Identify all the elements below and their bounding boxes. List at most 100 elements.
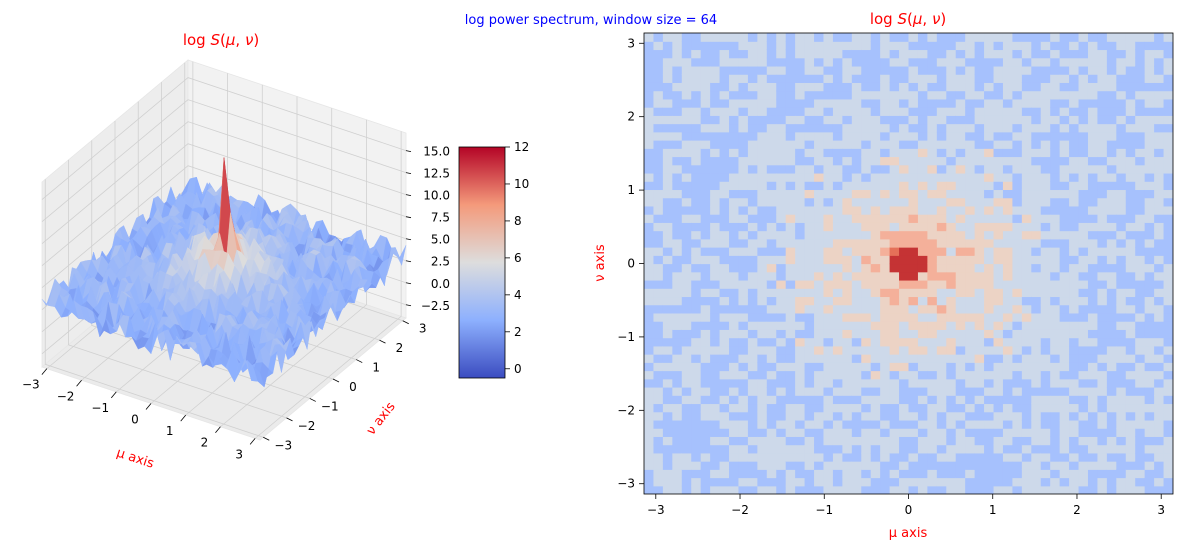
contour-cell (984, 98, 995, 108)
contour-cell (672, 378, 683, 388)
contour-cell (899, 312, 910, 322)
contour-cell (1125, 189, 1136, 199)
contour-cell (984, 263, 995, 273)
contour-cell (889, 304, 900, 314)
contour-cell (729, 172, 740, 182)
contour-cell (1050, 205, 1061, 215)
contour-cell (842, 452, 853, 462)
contour-cell (681, 41, 692, 51)
contour-cell (955, 214, 966, 223)
contour-cell (1154, 337, 1165, 347)
contour-cell (1097, 477, 1108, 487)
contour-cell (927, 411, 938, 421)
contour-cell (766, 321, 777, 330)
contour-cell (672, 230, 683, 240)
contour-cell (823, 115, 834, 125)
contour-cell (936, 386, 947, 396)
contour-cell (1050, 247, 1061, 256)
contour-cell (1050, 279, 1061, 289)
contour-cell (927, 329, 938, 339)
contour-cell (861, 140, 872, 149)
contour-cell (738, 189, 749, 199)
contour-cell (870, 461, 881, 470)
contour-cell (974, 131, 985, 141)
contour-cell (1087, 362, 1099, 372)
contour-cell (1069, 378, 1080, 388)
contour-cell (1125, 123, 1136, 133)
contour-cell (729, 123, 740, 133)
contour-cell (729, 329, 740, 339)
contour-cell (738, 214, 749, 223)
contour-cell (1097, 90, 1108, 100)
contour-cell (804, 107, 815, 116)
contour-cell (700, 395, 711, 405)
contour-cell (993, 263, 1004, 273)
contour-cell (804, 263, 815, 273)
contour-cell (1059, 428, 1070, 437)
contour-cell (842, 222, 853, 232)
contour-cell (672, 49, 683, 59)
contour-cell (1059, 49, 1070, 59)
contour-cell (1087, 411, 1099, 421)
contour-cell (1012, 477, 1023, 487)
contour-cell (700, 74, 711, 83)
contour-cell (823, 98, 834, 108)
contour-cell (955, 82, 966, 92)
contour-cell (1125, 485, 1136, 494)
contour-cell (1097, 403, 1108, 413)
contour-cell (747, 444, 758, 454)
contour-cell (795, 123, 806, 133)
mu-symbol: μ (225, 31, 236, 49)
contour-cell (1154, 411, 1165, 421)
contour-cell (776, 321, 787, 330)
surface-z-tick-label: 5.0 (431, 233, 450, 247)
contour-cell (955, 288, 966, 298)
contour-cell (880, 304, 891, 314)
contour-cell (814, 444, 825, 454)
contour-cell (1163, 469, 1173, 479)
contour-cell (1069, 469, 1080, 479)
contour-cell (1154, 469, 1165, 479)
contour-cell (700, 49, 711, 59)
contour-cell (851, 255, 862, 265)
contour-cell (766, 82, 777, 92)
contour-cell (653, 428, 664, 437)
contour-cell (965, 395, 976, 405)
contour-cell (1097, 411, 1108, 421)
contour-cell (984, 362, 995, 372)
contour-cell (672, 279, 683, 289)
contour-cell (823, 164, 834, 174)
contour-cell (870, 337, 881, 347)
contour-cell (710, 436, 721, 446)
contour-cell (766, 41, 777, 51)
contour-cell (965, 436, 976, 446)
contour-cell (1097, 148, 1108, 158)
contour-cell (1144, 279, 1155, 289)
contour-cell (908, 378, 919, 388)
contour-cell (700, 214, 711, 223)
contour-cell (710, 370, 721, 380)
contour-cell (965, 469, 976, 479)
contour-cell (644, 288, 655, 298)
contour-cell (729, 255, 740, 265)
contour-cell (1040, 271, 1051, 281)
contour-cell (747, 230, 758, 240)
contour-cell (795, 107, 806, 116)
contour-cell (917, 107, 928, 116)
contour-cell (1135, 370, 1146, 380)
contour-cell (1040, 255, 1051, 265)
contour-cell (719, 329, 730, 339)
contour-cell (1059, 156, 1070, 166)
contour-cell (974, 255, 985, 265)
contour-cell (1078, 329, 1089, 339)
contour-cell (672, 115, 683, 125)
contour-cell (1125, 469, 1136, 479)
contour-cell (880, 172, 891, 182)
contour-cell (1040, 329, 1051, 339)
contour-cell (889, 337, 900, 347)
contour-cell (889, 288, 900, 298)
contour-cell (1097, 337, 1108, 347)
contour-cell (757, 321, 768, 330)
contour-cell (823, 444, 834, 454)
contour-cell (672, 469, 683, 479)
